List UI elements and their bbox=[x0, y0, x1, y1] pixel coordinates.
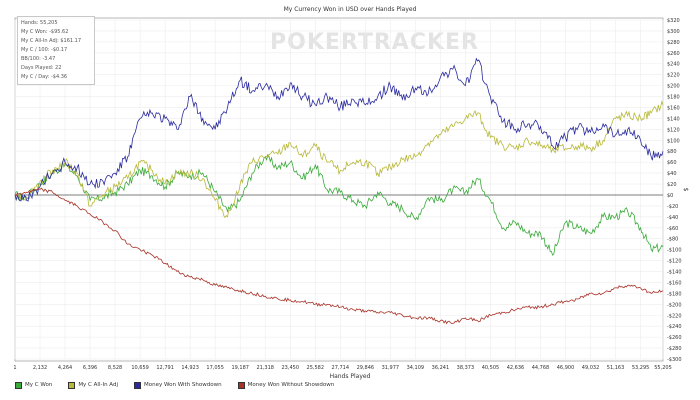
y-tick-label: -$20 bbox=[667, 204, 678, 210]
y-tick-label: $180 bbox=[667, 95, 680, 101]
x-tick-label: 10,659 bbox=[131, 365, 149, 371]
y-tick-label: $240 bbox=[667, 62, 680, 68]
x-tick-label: 49,032 bbox=[582, 365, 600, 371]
x-tick-label: 40,505 bbox=[482, 365, 500, 371]
y-tick-label: $160 bbox=[667, 105, 680, 111]
y-tick-label: $20 bbox=[667, 182, 677, 188]
y-tick-label: $320 bbox=[667, 18, 680, 24]
y-tick-label: $40 bbox=[667, 171, 677, 177]
y-tick-label: $300 bbox=[667, 29, 680, 35]
legend-swatch bbox=[68, 381, 76, 389]
series-line-my-c-all-in-adj bbox=[14, 100, 664, 219]
legend-swatch bbox=[134, 381, 141, 389]
y-tick-label: -$280 bbox=[667, 346, 682, 352]
legend-label: My C Won bbox=[25, 382, 53, 388]
y-tick-label: -$300 bbox=[667, 357, 682, 363]
y-tick-label: -$140 bbox=[667, 270, 682, 276]
y-tick-label: $80 bbox=[667, 149, 677, 155]
y-tick-label: -$120 bbox=[667, 259, 682, 265]
legend-swatch bbox=[237, 381, 245, 389]
series-line-money-won-without-showdown bbox=[14, 187, 664, 325]
y-tick-label: -$60 bbox=[667, 226, 678, 232]
x-tick-label: 29,846 bbox=[357, 365, 375, 371]
stat-allin-adj: My C All-In Adj: $161.17 bbox=[21, 38, 82, 44]
series-line-my-c-won bbox=[14, 153, 664, 256]
x-tick-label: 2,132 bbox=[33, 365, 47, 371]
series-lines bbox=[14, 57, 664, 325]
y-tick-label: $220 bbox=[667, 73, 680, 79]
stat-per-100: My C / 100: -$0.17 bbox=[21, 47, 68, 53]
legend-item-with-showdown[interactable]: Money Won With Showdown bbox=[134, 380, 222, 390]
y-tick-label: $260 bbox=[667, 51, 680, 57]
stat-per-day: My C / Day: -$4.36 bbox=[21, 74, 68, 80]
y-tick-label: -$180 bbox=[667, 291, 682, 297]
x-tick-label: 34,109 bbox=[407, 365, 425, 371]
legend-swatch bbox=[15, 381, 22, 389]
y-tick-label: $280 bbox=[667, 40, 680, 46]
legend-label: My C All-In Adj bbox=[78, 382, 118, 388]
y-tick-label: -$220 bbox=[667, 313, 682, 319]
legend-label: Money Won Without Showdown bbox=[247, 382, 335, 388]
x-tick-label: 4,264 bbox=[58, 365, 72, 371]
y-tick-label: $200 bbox=[667, 84, 680, 90]
x-tick-label: 53,295 bbox=[632, 365, 650, 371]
x-tick-label: 14,923 bbox=[181, 365, 199, 371]
stat-hands: Hands: 55,205 bbox=[21, 20, 58, 26]
stat-bb-100: BB/100: -3.47 bbox=[21, 56, 56, 62]
y-tick-label: -$160 bbox=[667, 280, 682, 286]
y-tick-label: $140 bbox=[667, 116, 680, 122]
x-tick-label: 38,373 bbox=[457, 365, 475, 371]
x-axis-title: Hands Played bbox=[329, 373, 371, 380]
x-tick-labels: 1 2,132 4,264 6,396 8,528 10,659 12,791 14,923 1… bbox=[13, 365, 671, 371]
legend-item-my-c-won[interactable]: My C Won bbox=[15, 380, 52, 390]
pokertracker-watermark: POKERTRACKER bbox=[270, 30, 479, 55]
x-tick-label: 51,163 bbox=[607, 365, 625, 371]
x-tick-label: 31,977 bbox=[382, 365, 400, 371]
stat-days-played: Days Played: 22 bbox=[21, 65, 62, 71]
x-tick-label: 21,318 bbox=[256, 365, 274, 371]
x-tick-label: 8,528 bbox=[108, 365, 122, 371]
x-tick-label: 55,205 bbox=[654, 365, 672, 371]
stats-box: Hands: 55,205 My C Won: -$95.62 My C All… bbox=[17, 16, 95, 85]
y-tick-label: $0 bbox=[667, 193, 673, 199]
y-tick-label: $100 bbox=[667, 138, 680, 144]
legend-item-all-in-adj[interactable]: My C All-In Adj bbox=[68, 380, 118, 390]
legend-item-without-showdown[interactable]: Money Won Without Showdown bbox=[237, 380, 335, 390]
legend-label: Money Won With Showdown bbox=[144, 382, 222, 388]
x-tick-label: 46,900 bbox=[557, 365, 575, 371]
chart-title: My Currency Won in USD over Hands Played bbox=[283, 6, 417, 13]
x-tick-label: 17,055 bbox=[206, 365, 224, 371]
y-tick-label: -$100 bbox=[667, 248, 682, 254]
x-tick-label: 36,241 bbox=[432, 365, 450, 371]
y-tick-label: -$200 bbox=[667, 302, 682, 308]
y-tick-label: -$260 bbox=[667, 335, 682, 341]
x-tick-label: 12,791 bbox=[156, 365, 174, 371]
x-tick-label: 6,396 bbox=[83, 365, 97, 371]
y-tick-label: -$80 bbox=[667, 237, 678, 243]
stat-won: My C Won: -$95.62 bbox=[21, 29, 69, 35]
x-tick-label: 42,636 bbox=[507, 365, 525, 371]
x-tick-label: 19,187 bbox=[231, 365, 249, 371]
y-axis-label: $ bbox=[682, 188, 689, 192]
x-tick-label: 44,768 bbox=[532, 365, 550, 371]
legend: My C Won My C All-In Adj Money Won With … bbox=[15, 380, 334, 390]
series-line-money-won-with-showdown bbox=[14, 57, 664, 202]
y-tick-label: -$40 bbox=[667, 215, 678, 221]
y-tick-label: -$240 bbox=[667, 324, 682, 330]
y-tick-labels: $320 $300 $280 $260 $240 $220 $200 $180 $160 $140… bbox=[667, 18, 682, 363]
x-tick-label: 27,714 bbox=[332, 365, 350, 371]
y-tick-label: $60 bbox=[667, 160, 677, 166]
x-tick-label: 25,582 bbox=[307, 365, 325, 371]
x-tick-label: 1 bbox=[13, 365, 16, 371]
x-tick-label: 23,450 bbox=[282, 365, 300, 371]
y-tick-label: $120 bbox=[667, 127, 680, 133]
